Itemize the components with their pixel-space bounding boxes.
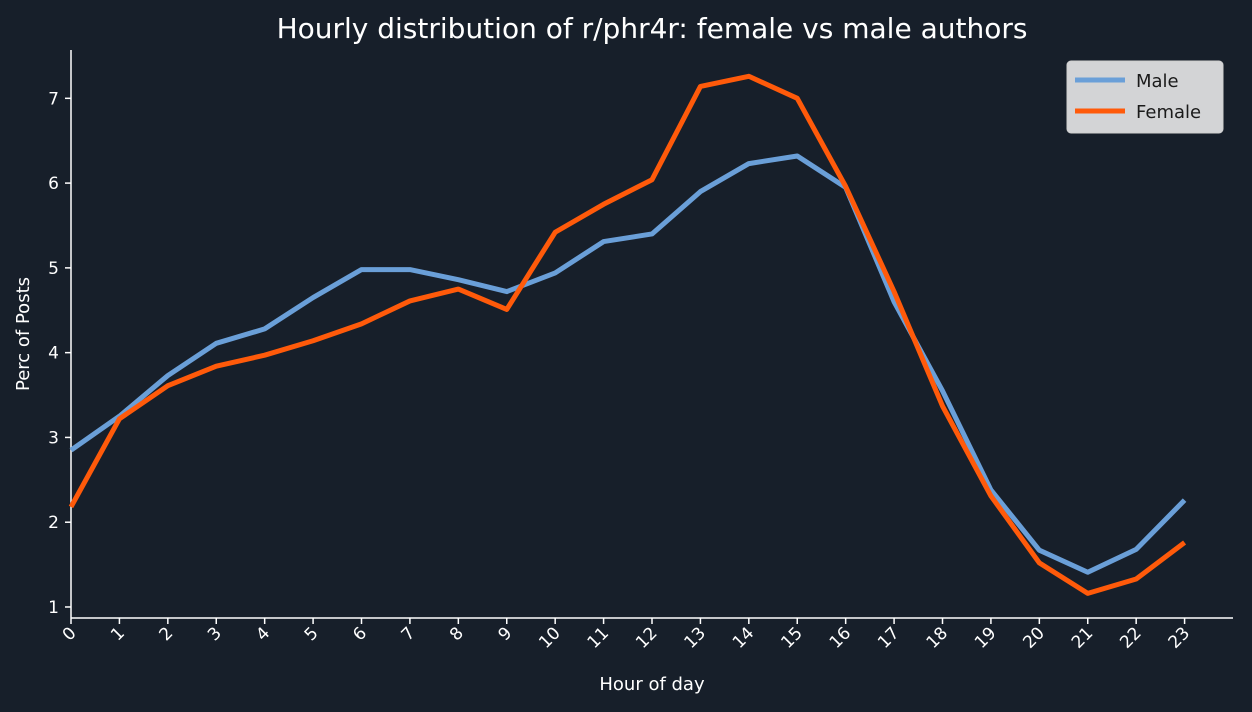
- y-tick-label: 4: [48, 344, 59, 364]
- x-tick-label: 9: [494, 623, 516, 645]
- y-tick-label: 6: [48, 174, 59, 194]
- x-tick-label: 2: [156, 623, 178, 645]
- series-line-male: [69, 153, 1187, 575]
- x-tick-label: 10: [535, 623, 564, 652]
- x-tick-label: 5: [301, 623, 323, 645]
- x-tick-label: 12: [632, 623, 661, 652]
- series-line-female: [68, 73, 1187, 596]
- y-tick-label: 5: [48, 259, 59, 279]
- x-tick-label: 13: [681, 623, 710, 652]
- x-tick-label: 6: [349, 623, 371, 645]
- y-tick-label: 3: [48, 428, 59, 448]
- series-layer: [68, 73, 1187, 596]
- x-tick-label: 21: [1068, 623, 1097, 652]
- x-ticks: 0 1 2 3 4 5 6 7 8 9 10 11 12 13 14 15 16 17 18 19 20 21 22 23: [59, 618, 1194, 653]
- x-axis-label: Hour of day: [599, 674, 705, 695]
- y-tick-label: 1: [48, 598, 59, 618]
- chart-title: Hourly distribution of r/phr4r: female v…: [277, 12, 1028, 45]
- x-tick-label: 18: [923, 623, 952, 652]
- y-ticks: 1 2 3 4 5 6 7: [48, 89, 71, 618]
- legend: Male Female: [1066, 60, 1224, 134]
- x-tick-label: 7: [398, 623, 420, 645]
- x-tick-label: 0: [59, 623, 81, 645]
- y-tick-label: 2: [48, 513, 59, 533]
- legend-label-female: Female: [1136, 102, 1201, 123]
- x-tick-label: 22: [1116, 623, 1145, 652]
- x-tick-label: 20: [1019, 623, 1048, 652]
- x-tick-label: 23: [1165, 623, 1194, 652]
- x-tick-label: 14: [729, 623, 758, 652]
- x-tick-label: 17: [874, 623, 903, 652]
- x-tick-label: 4: [252, 623, 274, 645]
- y-tick-label: 7: [48, 89, 59, 109]
- x-tick-label: 19: [971, 623, 1000, 652]
- x-tick-label: 11: [584, 623, 613, 652]
- x-tick-label: 1: [107, 623, 129, 645]
- x-tick-label: 8: [446, 623, 468, 645]
- legend-label-male: Male: [1136, 71, 1179, 92]
- x-tick-label: 15: [777, 623, 806, 652]
- x-tick-label: 16: [826, 623, 855, 652]
- y-axis-label: Perc of Posts: [13, 277, 34, 391]
- x-tick-label: 3: [204, 623, 226, 645]
